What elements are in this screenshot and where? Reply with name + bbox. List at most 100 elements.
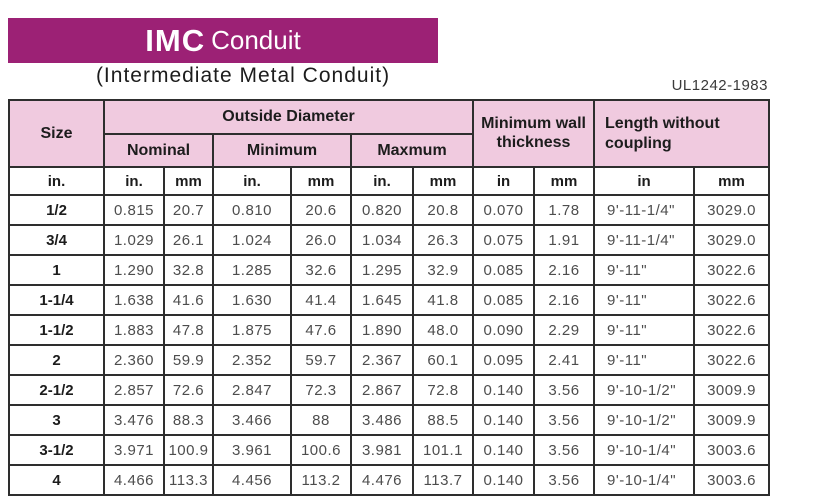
maximum-mm-cell: 113.7 (411, 464, 475, 496)
length-in-cell: 9'-11" (593, 314, 696, 346)
size-cell: 4 (8, 464, 105, 496)
nominal-mm-cell: 47.8 (163, 314, 214, 346)
wall-mm-cell: 2.29 (533, 314, 596, 346)
maximum-mm-cell: 26.3 (411, 224, 475, 256)
minimum-in-cell: 1.024 (212, 224, 292, 256)
maximum-mm-cell: 72.8 (411, 374, 475, 406)
table-row: 3/4 1.029 26.1 1.024 26.0 1.034 26.3 0.0… (8, 224, 771, 256)
minimum-in-cell: 3.466 (212, 404, 292, 436)
length-mm-cell: 3022.6 (693, 344, 771, 376)
size-cell: 2 (8, 344, 105, 376)
length-mm-cell: 3003.6 (693, 434, 771, 466)
wall-mm-cell: 3.56 (533, 434, 596, 466)
unit-size: in. (8, 166, 105, 196)
minimum-in-cell: 0.810 (212, 194, 292, 226)
minimum-in-cell: 4.456 (212, 464, 292, 496)
wall-in-cell: 0.140 (472, 404, 536, 436)
spec-table: Size Outside Diameter Minimum wall thick… (8, 99, 771, 496)
minimum-in-cell: 2.352 (212, 344, 292, 376)
length-mm-cell: 3022.6 (693, 254, 771, 286)
unit-nominal-in: in. (103, 166, 165, 196)
maximum-in-cell: 1.890 (350, 314, 414, 346)
nominal-mm-cell: 20.7 (163, 194, 214, 226)
length-mm-cell: 3009.9 (693, 404, 771, 436)
maximum-mm-cell: 41.8 (411, 284, 475, 316)
length-mm-cell: 3029.0 (693, 224, 771, 256)
size-cell: 1 (8, 254, 105, 286)
length-in-cell: 9'-10-1/4" (593, 464, 696, 496)
minimum-in-cell: 1.875 (212, 314, 292, 346)
maximum-mm-cell: 60.1 (411, 344, 475, 376)
table-row: 1/2 0.815 20.7 0.810 20.6 0.820 20.8 0.0… (8, 194, 771, 226)
maximum-in-cell: 0.820 (350, 194, 414, 226)
table-row: 2 2.360 59.9 2.352 59.7 2.367 60.1 0.095… (8, 344, 771, 376)
minimum-mm-cell: 32.6 (290, 254, 352, 286)
minimum-mm-cell: 26.0 (290, 224, 352, 256)
minimum-mm-cell: 59.7 (290, 344, 352, 376)
minimum-mm-cell: 20.6 (290, 194, 352, 226)
maximum-in-cell: 4.476 (350, 464, 414, 496)
nominal-in-cell: 1.638 (103, 284, 165, 316)
col-header-outside-diameter: Outside Diameter (102, 99, 475, 135)
unit-maximum-in: in. (350, 166, 414, 196)
title-acronym: IMC (145, 22, 206, 58)
nominal-in-cell: 2.857 (103, 374, 165, 406)
maximum-in-cell: 1.034 (350, 224, 414, 256)
wall-mm-cell: 1.78 (533, 194, 596, 226)
wall-in-cell: 0.085 (472, 254, 536, 286)
wall-mm-cell: 2.41 (533, 344, 596, 376)
header-group-row-2: Nominal Minimum Maxmum (9, 133, 769, 168)
nominal-in-cell: 1.883 (103, 314, 165, 346)
table-row: 4 4.466 113.3 4.456 113.2 4.476 113.7 0.… (8, 464, 771, 496)
unit-length-mm: mm (693, 166, 771, 196)
wall-mm-cell: 1.91 (533, 224, 596, 256)
maximum-in-cell: 2.367 (350, 344, 414, 376)
table-row: 1-1/2 1.883 47.8 1.875 47.6 1.890 48.0 0… (8, 314, 771, 346)
nominal-in-cell: 1.290 (103, 254, 165, 286)
length-in-cell: 9'-10-1/4" (593, 434, 696, 466)
wall-mm-cell: 2.16 (533, 254, 596, 286)
maximum-in-cell: 2.867 (350, 374, 414, 406)
size-cell: 3 (8, 404, 105, 436)
minimum-mm-cell: 100.6 (290, 434, 352, 466)
wall-in-cell: 0.075 (472, 224, 536, 256)
size-cell: 1-1/2 (8, 314, 105, 346)
table-header: Size Outside Diameter Minimum wall thick… (8, 99, 771, 196)
nominal-mm-cell: 72.6 (163, 374, 214, 406)
unit-minimum-mm: mm (290, 166, 352, 196)
length-mm-cell: 3009.9 (693, 374, 771, 406)
length-in-cell: 9'-10-1/2" (593, 404, 696, 436)
minimum-mm-cell: 88 (290, 404, 352, 436)
minimum-in-cell: 1.630 (212, 284, 292, 316)
size-cell: 3/4 (8, 224, 105, 256)
minimum-mm-cell: 113.2 (290, 464, 352, 496)
subtitle: (Intermediate Metal Conduit) (95, 64, 391, 87)
maximum-in-cell: 3.486 (350, 404, 414, 436)
header-group-row-1: Size Outside Diameter Minimum wall thick… (8, 99, 771, 168)
wall-in-cell: 0.140 (472, 374, 536, 406)
wall-in-cell: 0.140 (472, 464, 536, 496)
maximum-mm-cell: 32.9 (411, 254, 475, 286)
nominal-mm-cell: 88.3 (163, 404, 214, 436)
nominal-in-cell: 1.029 (103, 224, 165, 256)
minimum-in-cell: 1.285 (212, 254, 292, 286)
maximum-in-cell: 3.981 (350, 434, 414, 466)
wall-in-cell: 0.085 (472, 284, 536, 316)
minimum-mm-cell: 47.6 (290, 314, 352, 346)
table-row: 1 1.290 32.8 1.285 32.6 1.295 32.9 0.085… (8, 254, 771, 286)
nominal-in-cell: 0.815 (103, 194, 165, 226)
maximum-mm-cell: 101.1 (411, 434, 475, 466)
col-header-nominal: Nominal (103, 133, 214, 168)
unit-wall-mm: mm (533, 166, 596, 196)
table-body: 1/2 0.815 20.7 0.810 20.6 0.820 20.8 0.0… (8, 194, 771, 496)
unit-minimum-in: in. (212, 166, 292, 196)
title-banner: IMC Conduit (8, 18, 438, 63)
col-header-length-without-coupling: Length without coupling (593, 99, 771, 168)
length-in-cell: 9'-11" (593, 344, 696, 376)
maximum-mm-cell: 20.8 (411, 194, 475, 226)
size-cell: 1-1/4 (8, 284, 105, 316)
nominal-mm-cell: 59.9 (163, 344, 214, 376)
standard-label: UL1242-1983 (671, 77, 768, 94)
length-mm-cell: 3022.6 (693, 314, 771, 346)
wall-mm-cell: 2.16 (533, 284, 596, 316)
